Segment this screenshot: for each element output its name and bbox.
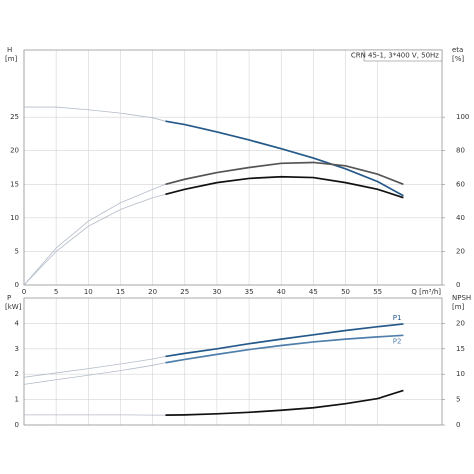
y-tick-label: 15 — [10, 180, 19, 188]
y-axis-title: H — [7, 46, 12, 54]
y2-tick-label: 80 — [456, 147, 465, 155]
x-tick-label: 5 — [54, 288, 58, 296]
x-tick-label: 40 — [277, 288, 286, 296]
y2-tick-label: 40 — [456, 214, 465, 222]
curve-extended — [23, 323, 404, 378]
x-tick-label: 30 — [212, 288, 221, 296]
curve-extended — [23, 162, 404, 286]
plot-frame — [23, 297, 443, 426]
y-tick-label: 1 — [15, 396, 19, 404]
y-tick-label: 4 — [15, 319, 20, 327]
x-tick-label: 55 — [373, 288, 382, 296]
x-tick-label: 45 — [309, 288, 318, 296]
y2-tick-label: 10 — [456, 370, 465, 378]
plot-frame — [23, 49, 443, 286]
y2-tick-label: 60 — [456, 180, 465, 188]
curve-label: P2 — [393, 337, 402, 345]
y-tick-label: 0 — [15, 421, 19, 429]
x-tick-label: 20 — [148, 288, 157, 296]
y-axis-unit: [kW] — [5, 303, 22, 311]
curve-label: P1 — [393, 314, 402, 322]
y2-tick-label: 0 — [456, 281, 460, 289]
x-tick-label: 25 — [180, 288, 189, 296]
legend-box — [363, 49, 443, 62]
y2-axis-unit: [m] — [452, 303, 465, 311]
x-tick-label: 0 — [22, 288, 26, 296]
y2-axis-title: eta — [452, 46, 463, 54]
x-tick-label: 35 — [245, 288, 254, 296]
curve-duty — [165, 334, 404, 364]
y2-axis-title: NPSH — [452, 294, 471, 302]
x-axis-title: Q [m³/h] — [411, 288, 441, 296]
curve-duty — [165, 389, 404, 416]
y2-tick-label: 100 — [456, 113, 469, 121]
y2-tick-label: 20 — [456, 247, 465, 255]
x-tick-label: 50 — [341, 288, 350, 296]
curve-extended — [23, 176, 404, 286]
y2-axis-unit: [%] — [452, 55, 464, 63]
y2-tick-label: 0 — [456, 421, 460, 429]
x-tick-label: 10 — [84, 288, 93, 296]
y-tick-label: 2 — [15, 370, 19, 378]
curve-duty — [165, 161, 404, 186]
y2-tick-label: 5 — [456, 396, 460, 404]
curve-duty — [165, 323, 404, 358]
y-tick-label: 5 — [15, 247, 19, 255]
y-axis-title: P — [7, 294, 11, 302]
curve-extended — [23, 334, 404, 385]
curve-duty — [165, 120, 404, 197]
y-tick-label: 10 — [10, 214, 19, 222]
y-tick-label: 0 — [15, 281, 19, 289]
curve-duty — [165, 175, 404, 199]
y2-tick-label: 15 — [456, 345, 465, 353]
legend-title: CRN 45-1, 3*400 V, 50Hz — [351, 52, 439, 60]
y-tick-label: 25 — [10, 113, 19, 121]
y-tick-label: 3 — [15, 345, 19, 353]
x-tick-label: 15 — [116, 288, 125, 296]
y-tick-label: 20 — [10, 147, 19, 155]
y-axis-unit: [m] — [5, 55, 18, 63]
y2-tick-label: 20 — [456, 319, 465, 327]
